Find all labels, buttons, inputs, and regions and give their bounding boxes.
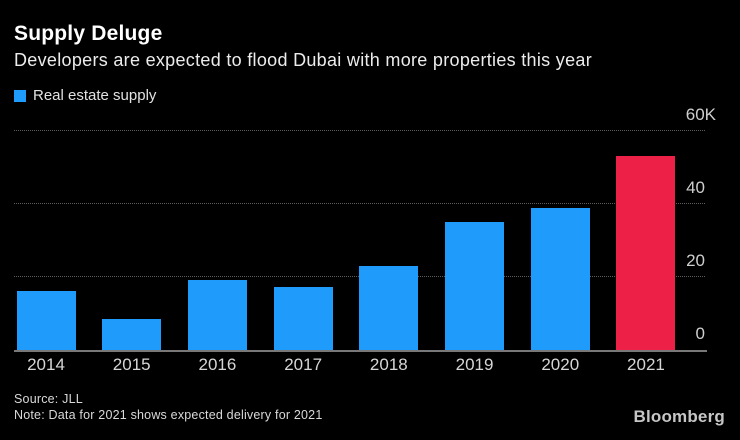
x-axis-tick-label: 2015 xyxy=(112,355,151,374)
source-line: Source: JLL xyxy=(14,392,83,406)
bar-2015 xyxy=(102,318,162,350)
legend: Real estate supply xyxy=(14,87,156,104)
y-axis-tick-label: 40 xyxy=(686,178,705,197)
footer-notes: Source: JLL Note: Data for 2021 shows ex… xyxy=(14,391,323,423)
bar-2018 xyxy=(359,265,419,350)
x-axis-tick-label: 2020 xyxy=(541,355,580,374)
legend-swatch-icon xyxy=(14,89,26,102)
bloomberg-logo: Bloomberg xyxy=(633,407,725,426)
x-axis-tick-label: 2016 xyxy=(198,355,237,374)
note-line: Note: Data for 2021 shows expected deliv… xyxy=(14,408,323,422)
x-axis-tick-label: 2021 xyxy=(627,355,665,374)
x-axis-baseline xyxy=(14,350,707,352)
bar-2021 xyxy=(616,156,676,350)
chart-subtitle: Developers are expected to flood Dubai w… xyxy=(14,50,592,70)
bar-2019 xyxy=(445,221,505,350)
bar-2020 xyxy=(530,208,590,350)
y-axis-tick-label: 60K xyxy=(685,105,716,124)
x-axis-tick-label: 2019 xyxy=(455,355,494,374)
legend-label: Real estate supply xyxy=(33,87,157,104)
bar-2014 xyxy=(16,290,76,350)
x-axis-tick-label: 2017 xyxy=(284,355,323,374)
bar-2017 xyxy=(273,286,333,350)
y-axis-tick-label: 20 xyxy=(686,251,705,270)
gridline xyxy=(14,130,705,131)
x-axis-tick-label: 2014 xyxy=(27,355,65,374)
y-axis-tick-label: 0 xyxy=(695,324,705,343)
plot-area: 0 20 40 60K 2014 2015 2016 2017 2018 2019 2020 2021 xyxy=(14,105,716,374)
gridline xyxy=(14,203,705,204)
bar-2016 xyxy=(187,279,247,350)
x-axis-tick-label: 2018 xyxy=(369,355,408,374)
chart-title: Supply Deluge xyxy=(14,22,163,45)
